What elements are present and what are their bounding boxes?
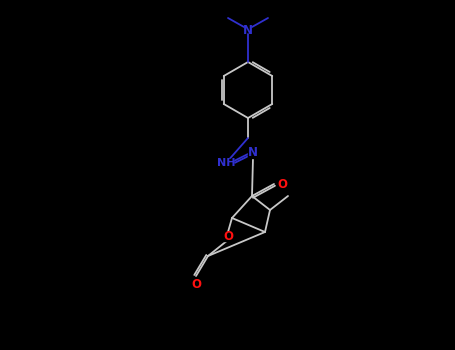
Text: O: O — [191, 278, 201, 290]
Bar — [277, 180, 287, 189]
Text: N: N — [243, 23, 253, 36]
Bar — [219, 159, 233, 168]
Bar — [191, 280, 201, 288]
Text: O: O — [277, 177, 287, 190]
Text: O: O — [223, 230, 233, 243]
Bar — [248, 148, 258, 158]
Text: N: N — [248, 147, 258, 160]
Bar — [223, 231, 233, 240]
Text: NH: NH — [217, 158, 235, 168]
